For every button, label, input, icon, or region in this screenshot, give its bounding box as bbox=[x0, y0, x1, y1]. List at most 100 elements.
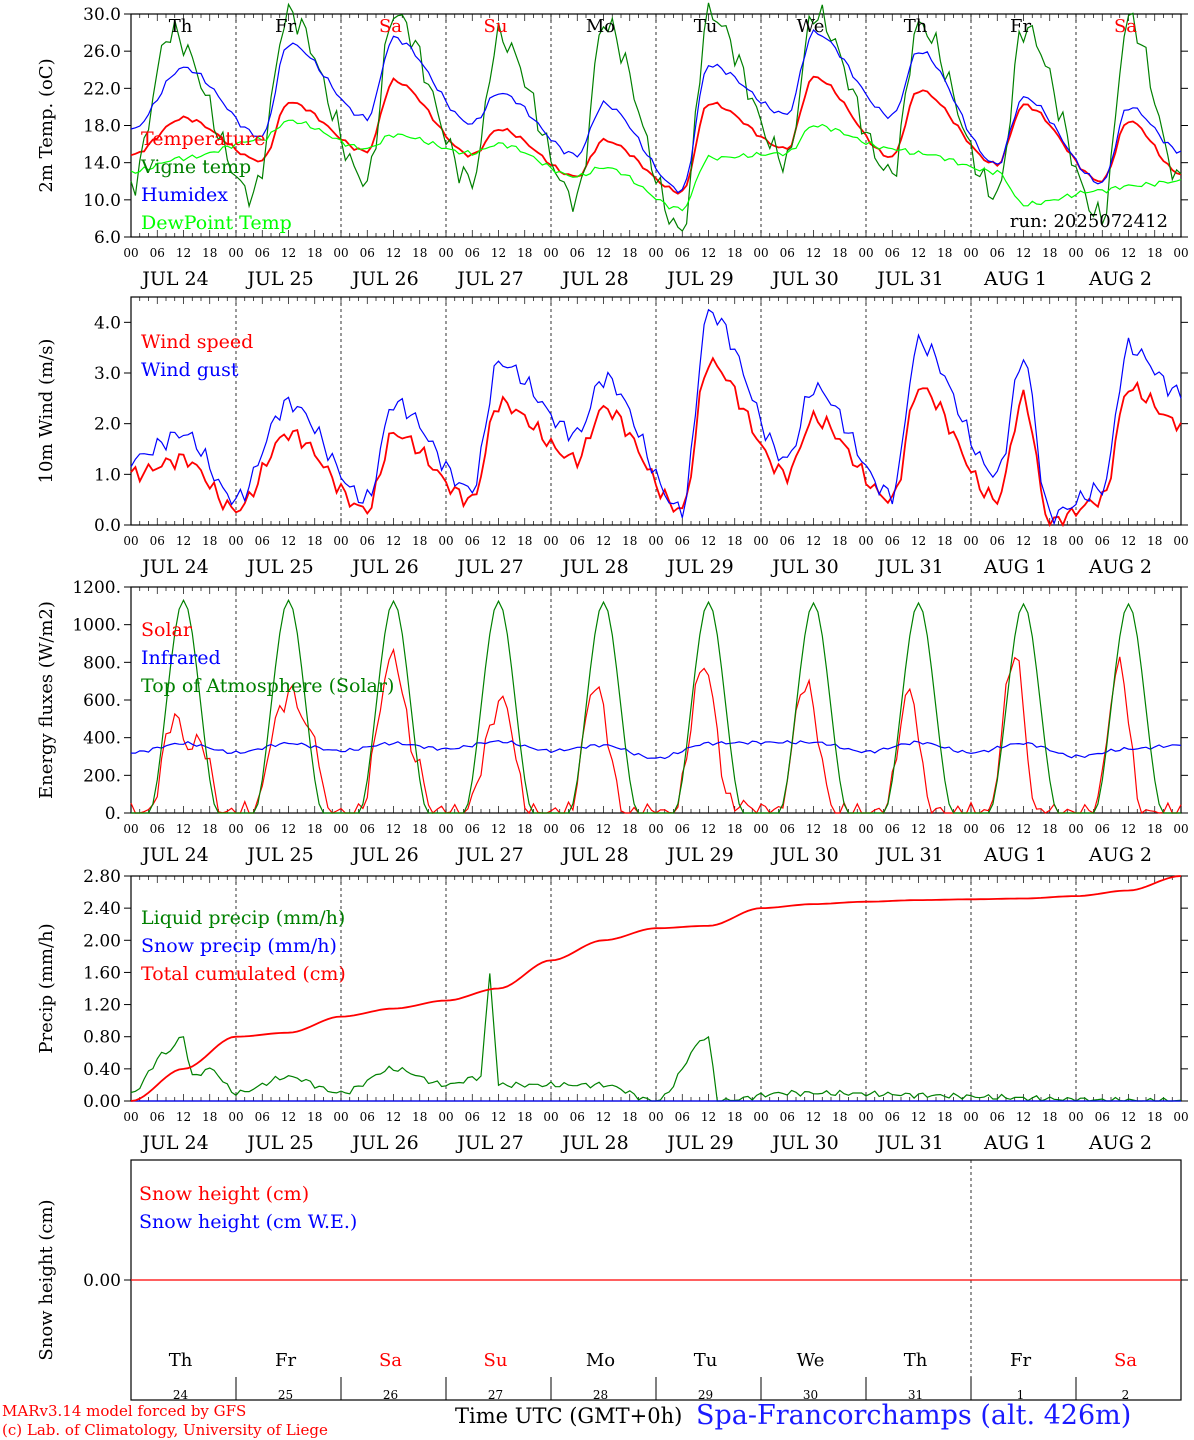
weekday-label-bottom: Sa bbox=[1114, 1350, 1137, 1371]
hour-tick-label: 06 bbox=[255, 822, 270, 836]
y-tick-label: 1200. bbox=[72, 578, 121, 598]
hour-tick-label: 06 bbox=[360, 246, 375, 260]
hour-tick-label: 18 bbox=[1147, 1110, 1162, 1124]
hour-tick-label: 06 bbox=[255, 534, 270, 548]
hour-tick-label: 00 bbox=[1173, 1110, 1188, 1124]
hour-tick-label: 12 bbox=[701, 246, 716, 260]
hour-tick-label: 00 bbox=[858, 534, 873, 548]
hour-tick-label: 12 bbox=[1121, 822, 1136, 836]
day-number-label: 26 bbox=[383, 1388, 398, 1402]
hour-tick-label: 00 bbox=[123, 822, 138, 836]
legend-item: Wind gust bbox=[141, 359, 239, 381]
date-tick-label: JUL 30 bbox=[770, 844, 838, 866]
date-tick-label: JUL 26 bbox=[350, 844, 418, 866]
date-tick-label: JUL 27 bbox=[455, 1132, 523, 1154]
y-tick-label: 3.0 bbox=[94, 364, 121, 384]
legend-item: Snow height (cm W.E.) bbox=[139, 1211, 357, 1233]
hour-tick-label: 06 bbox=[780, 822, 795, 836]
date-tick-label: JUL 31 bbox=[875, 844, 943, 866]
hour-tick-label: 06 bbox=[150, 534, 165, 548]
date-tick-label: JUL 26 bbox=[350, 268, 418, 290]
hour-tick-label: 18 bbox=[1042, 822, 1057, 836]
y-tick-label: 1.60 bbox=[83, 963, 121, 983]
hour-tick-label: 06 bbox=[1095, 1110, 1110, 1124]
hour-tick-label: 18 bbox=[727, 246, 742, 260]
hour-tick-label: 06 bbox=[780, 246, 795, 260]
day-number-label: 28 bbox=[593, 1388, 608, 1402]
y-tick-label: 0.00 bbox=[83, 1092, 121, 1112]
hour-tick-label: 18 bbox=[412, 1110, 427, 1124]
hour-tick-label: 00 bbox=[753, 822, 768, 836]
y-tick-label: 26.0 bbox=[83, 42, 121, 62]
hour-tick-label: 18 bbox=[307, 246, 322, 260]
hour-tick-label: 18 bbox=[622, 246, 637, 260]
hour-tick-label: 00 bbox=[123, 1110, 138, 1124]
hour-tick-label: 06 bbox=[675, 1110, 690, 1124]
legend-item: Solar bbox=[141, 619, 193, 641]
hour-tick-label: 12 bbox=[1016, 822, 1031, 836]
hour-tick-label: 18 bbox=[1147, 246, 1162, 260]
hour-tick-label: 12 bbox=[911, 1110, 926, 1124]
legend-item: Vigne temp bbox=[140, 156, 251, 178]
weekday-label-bottom: Fr bbox=[1010, 1350, 1031, 1371]
hour-tick-label: 12 bbox=[806, 534, 821, 548]
date-tick-label: AUG 2 bbox=[1088, 556, 1152, 578]
hour-tick-label: 00 bbox=[648, 822, 663, 836]
hour-tick-label: 18 bbox=[1147, 534, 1162, 548]
y-tick-label: 6.0 bbox=[94, 228, 121, 248]
hour-tick-label: 12 bbox=[386, 822, 401, 836]
hour-tick-label: 06 bbox=[885, 822, 900, 836]
y-tick-label: 2.0 bbox=[94, 415, 121, 435]
hour-tick-label: 12 bbox=[281, 1110, 296, 1124]
hour-tick-label: 00 bbox=[1173, 534, 1188, 548]
hour-tick-label: 00 bbox=[858, 246, 873, 260]
day-number-label: 29 bbox=[698, 1388, 713, 1402]
hour-tick-label: 18 bbox=[412, 822, 427, 836]
hour-tick-label: 00 bbox=[1173, 246, 1188, 260]
weekday-label-bottom: Th bbox=[904, 1350, 928, 1371]
hour-tick-label: 06 bbox=[360, 534, 375, 548]
hour-tick-label: 12 bbox=[281, 822, 296, 836]
hour-tick-label: 00 bbox=[963, 246, 978, 260]
date-tick-label: JUL 25 bbox=[245, 556, 313, 578]
y-tick-label: 2.80 bbox=[83, 867, 121, 887]
hour-tick-label: 12 bbox=[491, 1110, 506, 1124]
weekday-label-top: Sa bbox=[1114, 16, 1137, 37]
weekday-label-bottom: We bbox=[797, 1350, 825, 1371]
hour-tick-label: 06 bbox=[675, 822, 690, 836]
day-number-label: 30 bbox=[803, 1388, 818, 1402]
day-number-label: 1 bbox=[1017, 1388, 1025, 1402]
hour-tick-label: 06 bbox=[465, 1110, 480, 1124]
hour-tick-label: 06 bbox=[885, 534, 900, 548]
hour-tick-label: 18 bbox=[937, 246, 952, 260]
y-tick-label: 200. bbox=[83, 766, 121, 786]
legend-item: Humidex bbox=[141, 184, 228, 206]
hour-tick-label: 06 bbox=[885, 246, 900, 260]
hour-tick-label: 00 bbox=[333, 822, 348, 836]
hour-tick-label: 18 bbox=[1042, 246, 1057, 260]
weekday-label-bottom: Su bbox=[484, 1350, 508, 1371]
hour-tick-label: 06 bbox=[1095, 246, 1110, 260]
date-tick-label: JUL 24 bbox=[140, 1132, 208, 1154]
date-tick-label: JUL 24 bbox=[140, 844, 208, 866]
hour-tick-label: 12 bbox=[176, 246, 191, 260]
legend-item: Snow height (cm) bbox=[139, 1183, 309, 1205]
y-tick-label: 2.00 bbox=[83, 931, 121, 951]
y-tick-label: 800. bbox=[83, 653, 121, 673]
hour-tick-label: 18 bbox=[1147, 822, 1162, 836]
hour-tick-label: 00 bbox=[648, 534, 663, 548]
hour-tick-label: 12 bbox=[1121, 1110, 1136, 1124]
legend-item: Snow precip (mm/h) bbox=[141, 935, 337, 957]
hour-tick-label: 18 bbox=[202, 534, 217, 548]
y-tick-label: 18.0 bbox=[83, 117, 121, 137]
hour-tick-label: 18 bbox=[832, 822, 847, 836]
day-number-label: 31 bbox=[908, 1388, 923, 1402]
weekday-label-top: Th bbox=[904, 16, 928, 37]
date-tick-label: AUG 2 bbox=[1088, 1132, 1152, 1154]
hour-tick-label: 06 bbox=[255, 246, 270, 260]
legend-item: Temperature bbox=[141, 128, 265, 150]
day-number-label: 27 bbox=[488, 1388, 503, 1402]
series-line-wind-speed bbox=[130, 356, 1182, 528]
y-tick-label: 14.0 bbox=[83, 154, 121, 174]
date-tick-label: JUL 31 bbox=[875, 1132, 943, 1154]
